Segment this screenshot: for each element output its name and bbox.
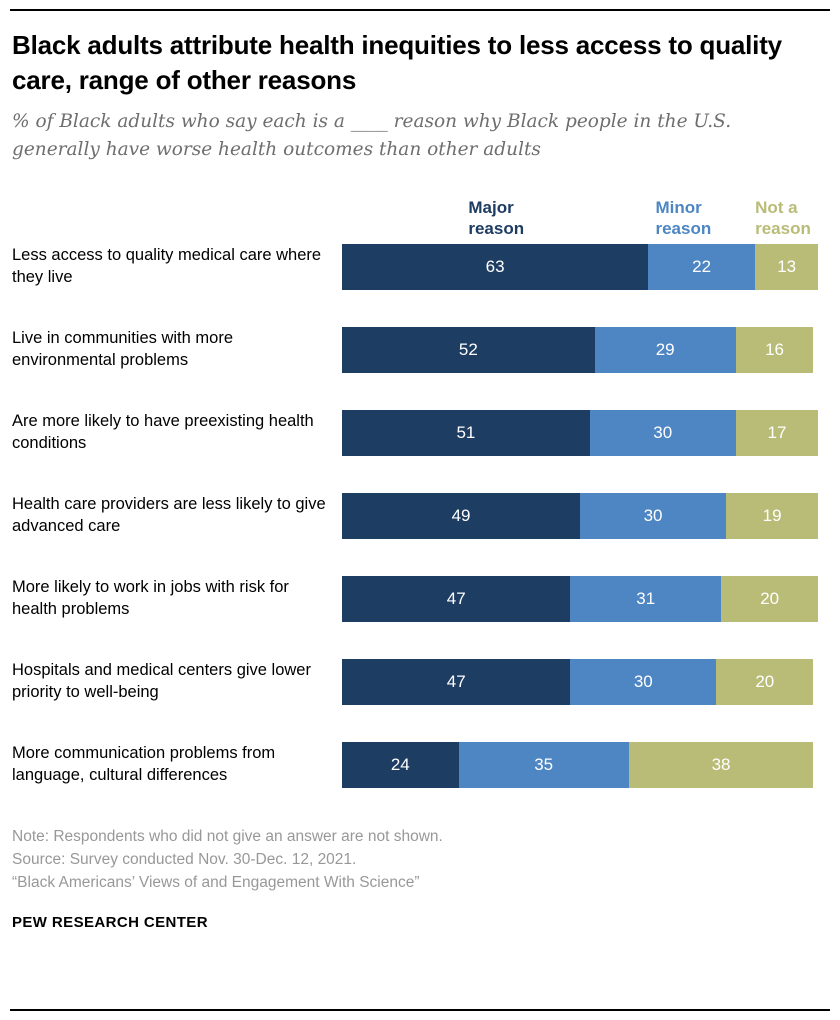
bar-segment-nota: 13 [755, 243, 819, 290]
stacked-bar: 49 30 19 [342, 492, 828, 539]
chart-legend: Major reason Minor reason Not a reason [12, 182, 828, 244]
row-label: Less access to quality medical care wher… [12, 246, 322, 286]
bar-segment-nota: 19 [725, 492, 819, 539]
bar-value-label: 52 [458, 339, 478, 359]
bar-value-label: 30 [643, 505, 663, 525]
page-title: Black adults attribute health inequities… [12, 30, 782, 96]
bar-value-label: 24 [390, 754, 410, 774]
row-label: Health care providers are less likely to… [12, 495, 326, 535]
bar-value-label: 16 [765, 339, 784, 359]
stacked-bar: 63 22 13 [342, 243, 828, 290]
bar-value-label: 31 [636, 588, 656, 608]
bar-value-label: 35 [534, 754, 554, 774]
bar-value-label: 19 [762, 505, 782, 525]
legend-labels: Major reason Minor reason Not a reason [342, 182, 828, 244]
bar-segment-major: 49 [342, 492, 581, 539]
bar-value-label: 47 [446, 671, 466, 691]
bar-segment-minor: 22 [648, 243, 756, 290]
chart-subtitle: % of Black adults who say each is a ____… [12, 111, 732, 160]
bar-value-label: 17 [767, 422, 787, 442]
row-label: More likely to work in jobs with risk fo… [12, 578, 289, 618]
legend-not-a-reason: Not a reason [755, 198, 811, 239]
bar-segment-minor: 31 [570, 575, 722, 622]
bar-row: Are more likely to have preexisting heal… [12, 409, 828, 456]
stacked-bar: 47 31 20 [342, 575, 828, 622]
chart-notes: Note: Respondents who did not give an an… [12, 825, 822, 895]
bar-row: Hospitals and medical centers give lower… [12, 658, 828, 705]
legend-major-reason: Major reason [468, 198, 525, 239]
legend-spacer [12, 182, 342, 244]
bar-rows: Less access to quality medical care wher… [12, 243, 828, 788]
bar-segment-major: 63 [342, 243, 649, 290]
bar-value-label: 29 [655, 339, 675, 359]
bottom-divider [10, 1009, 830, 1011]
legend-minor-reason: Minor reason [655, 198, 712, 239]
bar-segment-major: 47 [342, 658, 571, 705]
bar-segment-major: 52 [342, 326, 595, 373]
bar-value-label: 47 [446, 588, 466, 608]
stacked-bar: 51 30 17 [342, 409, 828, 456]
bar-value-label: 20 [760, 588, 780, 608]
bar-segment-minor: 30 [580, 492, 726, 539]
row-label: Are more likely to have preexisting heal… [12, 412, 314, 452]
bar-value-label: 22 [692, 256, 712, 276]
bar-segment-nota: 38 [628, 741, 814, 788]
bar-value-label: 20 [755, 671, 775, 691]
bar-segment-minor: 29 [594, 326, 736, 373]
stacked-bar: 24 35 38 [342, 741, 828, 788]
bar-segment-nota: 16 [735, 326, 814, 373]
bar-value-label: 49 [451, 505, 471, 525]
stacked-bar-chart: Major reason Minor reason Not a reason L… [12, 182, 828, 788]
bar-value-label: 63 [485, 256, 505, 276]
stacked-bar: 52 29 16 [342, 326, 828, 373]
bar-row: Live in communities with more environmen… [12, 326, 828, 373]
bar-row: More communication problems from languag… [12, 741, 828, 788]
bar-value-label: 30 [633, 671, 653, 691]
bar-value-label: 38 [711, 754, 731, 774]
bar-row: Health care providers are less likely to… [12, 492, 828, 539]
row-label: Live in communities with more environmen… [12, 329, 233, 369]
bar-value-label: 30 [653, 422, 673, 442]
bar-segment-nota: 17 [735, 409, 819, 456]
stacked-bar: 47 30 20 [342, 658, 828, 705]
bar-segment-minor: 30 [570, 658, 717, 705]
bar-segment-nota: 20 [721, 575, 819, 622]
note-line: Note: Respondents who did not give an an… [12, 827, 443, 845]
bar-row: More likely to work in jobs with risk fo… [12, 575, 828, 622]
brand-footer: PEW RESEARCH CENTER [12, 914, 208, 932]
bar-segment-nota: 20 [716, 658, 814, 705]
bar-segment-major: 24 [342, 741, 459, 788]
bar-value-label: 13 [777, 256, 797, 276]
source-line: Source: Survey conducted Nov. 30-Dec. 12… [12, 850, 357, 868]
bar-segment-minor: 30 [589, 409, 736, 456]
bar-segment-minor: 35 [458, 741, 629, 788]
report-title-line: “Black Americans’ Views of and Engagemen… [12, 874, 420, 892]
row-label: Hospitals and medical centers give lower… [12, 661, 311, 701]
bar-value-label: 51 [456, 422, 476, 442]
top-divider [10, 9, 830, 11]
bar-segment-major: 51 [342, 409, 590, 456]
bar-row: Less access to quality medical care wher… [12, 243, 828, 290]
bar-segment-major: 47 [342, 575, 571, 622]
row-label: More communication problems from languag… [12, 744, 276, 784]
